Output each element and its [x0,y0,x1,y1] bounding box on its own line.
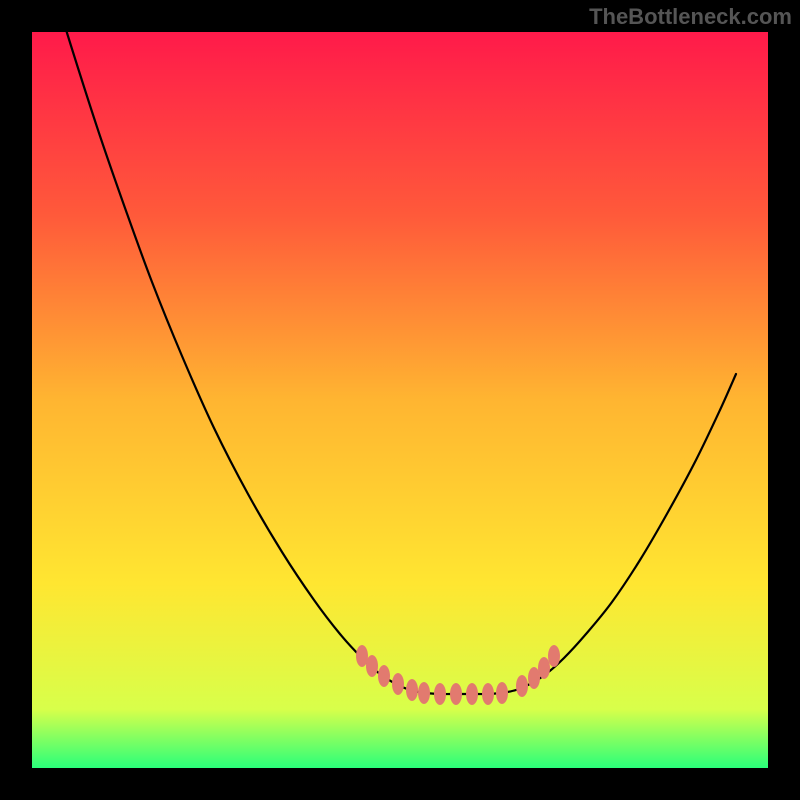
curve-right [502,374,736,693]
data-marker [406,679,418,701]
data-marker [418,682,430,704]
curves-layer [0,0,800,800]
data-marker [496,682,508,704]
data-marker [516,675,528,697]
markers-left-cluster [356,645,418,701]
data-marker [450,683,462,705]
data-marker [378,665,390,687]
markers-right-cluster [516,645,560,697]
data-marker [538,657,550,679]
data-marker [466,683,478,705]
data-marker [482,683,494,705]
data-marker [434,683,446,705]
chart-container: TheBottleneck.com [0,0,800,800]
curve-left [58,4,424,693]
data-marker [366,655,378,677]
data-marker [392,673,404,695]
data-marker [548,645,560,667]
